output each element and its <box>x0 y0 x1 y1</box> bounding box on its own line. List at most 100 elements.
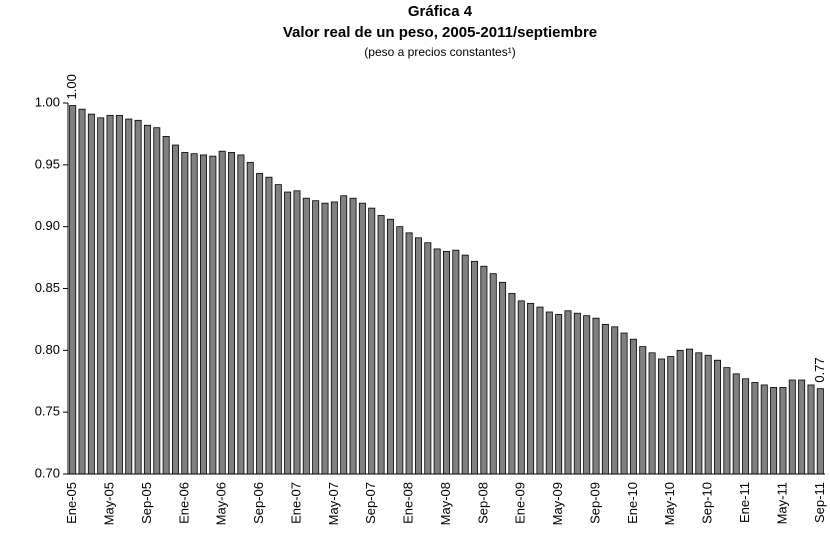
y-tick-label: 0.75 <box>35 404 60 419</box>
x-tick-label: May-08 <box>438 482 453 525</box>
bar <box>274 184 282 475</box>
x-tick-label: Ene-05 <box>64 482 79 524</box>
bar <box>555 314 563 475</box>
x-tick-label: Sep-11 <box>812 482 827 523</box>
bar <box>200 154 207 475</box>
bar <box>246 161 254 475</box>
bar <box>742 378 750 475</box>
x-tick-label: May-06 <box>214 482 229 525</box>
chart-title: Gráfica 4 <box>408 3 473 20</box>
bar <box>545 311 553 475</box>
bar <box>321 202 329 475</box>
bar <box>686 348 693 475</box>
bar <box>592 317 600 475</box>
bar <box>648 352 656 475</box>
bar <box>69 105 77 475</box>
y-tick-label: 1.00 <box>35 94 60 109</box>
bar <box>312 200 320 475</box>
bar <box>480 265 488 475</box>
y-tick-label: 0.85 <box>35 280 60 295</box>
bar <box>676 349 684 475</box>
bar <box>443 250 450 475</box>
bar <box>807 384 815 475</box>
bar <box>816 388 824 475</box>
x-tick-label: Ene-08 <box>401 482 416 524</box>
data-label: 0.77 <box>812 357 827 382</box>
bar <box>695 352 703 475</box>
bar <box>87 113 95 475</box>
bar <box>386 218 394 475</box>
bar <box>284 191 292 475</box>
bar <box>657 358 665 475</box>
bar <box>153 127 161 475</box>
bar <box>629 338 637 475</box>
bar <box>788 379 796 475</box>
bar <box>424 242 432 475</box>
bar <box>620 332 628 475</box>
x-tick-label: Ene-09 <box>513 482 528 524</box>
y-tick-label: 0.90 <box>35 218 60 233</box>
bar <box>517 300 525 475</box>
bar <box>171 144 179 475</box>
bar <box>125 118 133 475</box>
bar <box>779 387 787 475</box>
bar <box>78 108 86 475</box>
bar <box>330 201 338 475</box>
x-tick-label: Ene-10 <box>625 482 640 524</box>
bar <box>143 124 151 475</box>
bar <box>489 273 497 475</box>
bar <box>798 379 806 475</box>
bar <box>564 310 572 475</box>
bar <box>536 306 544 475</box>
x-tick-label: May-10 <box>662 482 677 525</box>
bar <box>181 152 189 475</box>
bar <box>452 249 460 475</box>
bar <box>256 173 264 475</box>
bar <box>134 119 142 475</box>
bar <box>349 197 357 475</box>
bar <box>611 326 619 475</box>
bar <box>162 135 170 475</box>
bar <box>639 346 647 475</box>
x-tick-label: Sep-09 <box>587 482 602 524</box>
bar <box>732 373 740 475</box>
y-tick-label: 0.80 <box>35 342 60 357</box>
bar <box>368 207 376 475</box>
bar <box>667 356 675 475</box>
bar <box>396 226 404 475</box>
chart-subtitle: Valor real de un peso, 2005-2011/septiem… <box>283 24 597 41</box>
bar <box>265 176 273 475</box>
bar <box>218 150 226 475</box>
bar <box>115 114 123 475</box>
bar <box>414 237 422 475</box>
bar <box>293 190 301 475</box>
x-tick-label: Sep-05 <box>139 482 154 524</box>
bar <box>302 197 310 475</box>
bar <box>340 195 348 475</box>
bar <box>471 260 479 475</box>
x-tick-label: May-05 <box>101 482 116 525</box>
x-tick-label: May-07 <box>326 482 341 525</box>
bar <box>723 367 731 475</box>
bar <box>433 248 441 475</box>
bar <box>714 359 722 475</box>
bar <box>209 155 217 475</box>
bar <box>704 354 712 475</box>
bar <box>583 315 591 475</box>
chart-note: (peso a precios constantes¹) <box>364 45 515 59</box>
y-tick-label: 0.70 <box>35 465 60 480</box>
x-tick-label: Ene-11 <box>737 482 752 523</box>
x-tick-label: Sep-06 <box>251 482 266 524</box>
x-tick-label: Sep-08 <box>475 482 490 524</box>
bar <box>358 202 366 475</box>
bar <box>237 154 245 475</box>
bar <box>499 281 507 475</box>
x-tick-label: Ene-06 <box>176 482 191 524</box>
x-tick-label: May-11 <box>774 482 789 524</box>
bar <box>760 384 768 475</box>
bar <box>405 232 413 475</box>
x-tick-label: Sep-10 <box>700 482 715 524</box>
bar <box>527 302 535 475</box>
bar <box>770 387 778 475</box>
